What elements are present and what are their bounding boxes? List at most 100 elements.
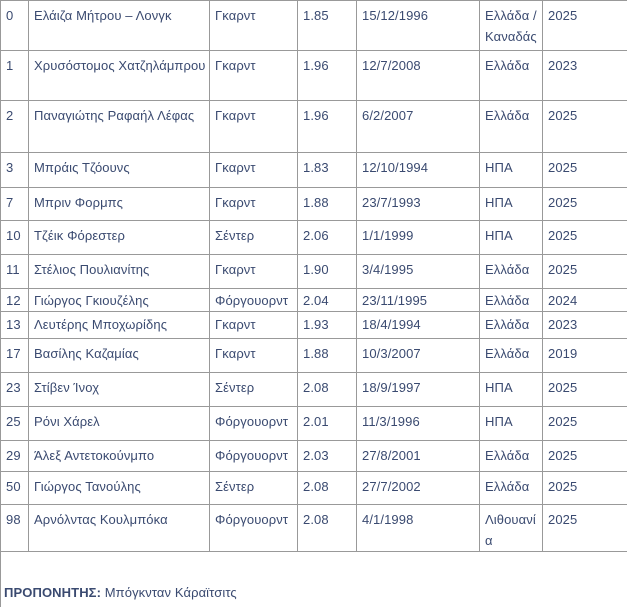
player-name-cell: Άλεξ Αντετοκούνμπο <box>29 441 210 472</box>
player-position-cell: Γκαρντ <box>210 1 298 51</box>
player-position-cell: Σέντερ <box>210 373 298 407</box>
table-footer: ΠΡΟΠΟΝΗΤΗΣ: Μπόγκνταν Κάραϊτσιτς <box>0 552 627 607</box>
player-name-cell: Γιώργος Γκιουζέλης <box>29 289 210 312</box>
player-name-cell: Μπριν Φορμπς <box>29 188 210 221</box>
player-number-cell: 98 <box>1 505 29 552</box>
player-height-cell: 2.01 <box>298 407 357 441</box>
player-height-cell: 1.88 <box>298 339 357 373</box>
player-position-cell: Γκαρντ <box>210 51 298 101</box>
player-number-cell: 13 <box>1 312 29 339</box>
player-country-cell: Ελλάδα <box>480 472 543 505</box>
player-name-cell: Ρόνι Χάρελ <box>29 407 210 441</box>
player-year-cell: 2025 <box>543 221 627 255</box>
player-number-cell: 25 <box>1 407 29 441</box>
player-number-cell: 0 <box>1 1 29 51</box>
player-birthdate-cell: 10/3/2007 <box>357 339 480 373</box>
player-number-cell: 50 <box>1 472 29 505</box>
player-number-cell: 11 <box>1 255 29 289</box>
coach-label: ΠΡΟΠΟΝΗΤΗΣ: <box>4 585 101 600</box>
player-birthdate-cell: 23/11/1995 <box>357 289 480 312</box>
player-position-cell: Γκαρντ <box>210 188 298 221</box>
player-position-cell: Φόργουορντ <box>210 289 298 312</box>
player-height-cell: 1.96 <box>298 51 357 101</box>
player-height-cell: 1.85 <box>298 1 357 51</box>
player-birthdate-cell: 18/4/1994 <box>357 312 480 339</box>
player-height-cell: 1.90 <box>298 255 357 289</box>
player-birthdate-cell: 12/7/2008 <box>357 51 480 101</box>
player-year-cell: 2025 <box>543 255 627 289</box>
player-position-cell: Σέντερ <box>210 221 298 255</box>
player-position-cell: Γκαρντ <box>210 153 298 188</box>
player-birthdate-cell: 6/2/2007 <box>357 101 480 153</box>
player-position-cell: Γκαρντ <box>210 339 298 373</box>
player-number-cell: 3 <box>1 153 29 188</box>
player-name-cell: Στέλιος Πουλιανίτης <box>29 255 210 289</box>
player-country-cell: Λιθουανία <box>480 505 543 552</box>
player-year-cell: 2023 <box>543 312 627 339</box>
player-name-cell: Ελάιζα Μήτρου – Λονγκ <box>29 1 210 51</box>
player-height-cell: 2.06 <box>298 221 357 255</box>
player-height-cell: 2.08 <box>298 505 357 552</box>
player-name-cell: Στίβεν Ίνοχ <box>29 373 210 407</box>
player-height-cell: 2.03 <box>298 441 357 472</box>
player-birthdate-cell: 27/8/2001 <box>357 441 480 472</box>
player-birthdate-cell: 27/7/2002 <box>357 472 480 505</box>
player-height-cell: 1.93 <box>298 312 357 339</box>
player-height-cell: 2.08 <box>298 373 357 407</box>
player-year-cell: 2019 <box>543 339 627 373</box>
player-birthdate-cell: 12/10/1994 <box>357 153 480 188</box>
player-name-cell: Μπράις Τζόουνς <box>29 153 210 188</box>
player-number-cell: 29 <box>1 441 29 472</box>
player-number-cell: 23 <box>1 373 29 407</box>
player-country-cell: ΗΠΑ <box>480 407 543 441</box>
player-birthdate-cell: 18/9/1997 <box>357 373 480 407</box>
player-number-cell: 2 <box>1 101 29 153</box>
player-country-cell: ΗΠΑ <box>480 221 543 255</box>
player-number-cell: 7 <box>1 188 29 221</box>
player-birthdate-cell: 4/1/1998 <box>357 505 480 552</box>
player-year-cell: 2025 <box>543 101 627 153</box>
player-year-cell: 2025 <box>543 373 627 407</box>
coach-line: ΠΡΟΠΟΝΗΤΗΣ: Μπόγκνταν Κάραϊτσιτς <box>1 552 627 601</box>
player-country-cell: ΗΠΑ <box>480 373 543 407</box>
player-country-cell: Ελλάδα <box>480 289 543 312</box>
player-country-cell: Ελλάδα <box>480 255 543 289</box>
player-year-cell: 2025 <box>543 472 627 505</box>
player-country-cell: Ελλάδα <box>480 441 543 472</box>
player-height-cell: 2.04 <box>298 289 357 312</box>
player-height-cell: 1.96 <box>298 101 357 153</box>
player-country-cell: Ελλάδα <box>480 312 543 339</box>
player-year-cell: 2025 <box>543 153 627 188</box>
player-height-cell: 1.83 <box>298 153 357 188</box>
player-year-cell: 2025 <box>543 188 627 221</box>
player-name-cell: Γιώργος Τανούλης <box>29 472 210 505</box>
player-country-cell: Ελλάδα <box>480 339 543 373</box>
player-height-cell: 2.08 <box>298 472 357 505</box>
player-position-cell: Φόργουορντ <box>210 441 298 472</box>
player-birthdate-cell: 1/1/1999 <box>357 221 480 255</box>
player-position-cell: Φόργουορντ <box>210 407 298 441</box>
player-number-cell: 1 <box>1 51 29 101</box>
coach-name: Μπόγκνταν Κάραϊτσιτς <box>105 585 237 600</box>
player-name-cell: Λευτέρης Μποχωρίδης <box>29 312 210 339</box>
player-year-cell: 2025 <box>543 441 627 472</box>
player-position-cell: Γκαρντ <box>210 312 298 339</box>
player-birthdate-cell: 23/7/1993 <box>357 188 480 221</box>
player-name-cell: Τζέικ Φόρεστερ <box>29 221 210 255</box>
player-position-cell: Γκαρντ <box>210 255 298 289</box>
player-year-cell: 2024 <box>543 289 627 312</box>
